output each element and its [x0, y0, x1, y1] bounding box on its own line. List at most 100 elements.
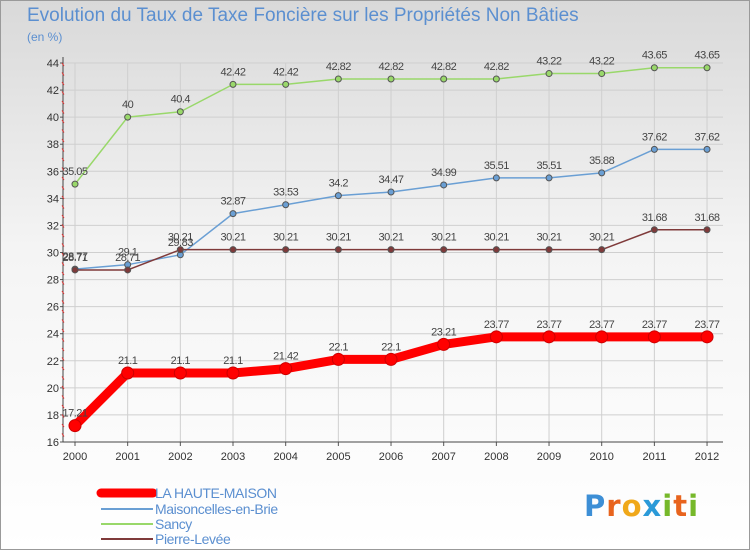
data-label: 23.21	[431, 326, 456, 338]
chart-title: Evolution du Taux de Taxe Foncière sur l…	[27, 5, 579, 26]
data-point	[124, 266, 132, 274]
legend-label: Maisoncelles-en-Brie	[155, 501, 278, 517]
y-axis-marker	[61, 395, 65, 399]
y-axis-marker	[61, 290, 65, 295]
data-label: 43.22	[537, 56, 562, 68]
data-point	[647, 330, 661, 344]
y-axis-marker	[61, 281, 65, 285]
x-tick-label: 2001	[115, 451, 139, 463]
data-label: 43.65	[642, 50, 667, 62]
x-tick-label: 2011	[643, 451, 667, 463]
x-tick-label: 2002	[168, 451, 192, 463]
data-point	[282, 80, 290, 88]
data-label: 42.42	[273, 66, 298, 78]
y-axis-marker	[61, 157, 65, 162]
data-point	[650, 226, 658, 234]
data-point	[282, 201, 290, 209]
y-tick-label: 18	[47, 410, 59, 422]
data-point	[598, 70, 606, 78]
data-point	[703, 64, 711, 72]
data-point	[700, 330, 714, 344]
data-label: 43.22	[589, 56, 614, 68]
data-label: 23.77	[695, 319, 720, 331]
y-axis-marker	[61, 138, 65, 143]
logo-letter: x	[642, 489, 663, 523]
data-point	[384, 352, 398, 366]
data-label: 30.21	[220, 232, 245, 244]
data-label: 28.77	[62, 251, 87, 263]
logo-letter: i	[688, 489, 700, 523]
y-tick-label: 32	[47, 220, 59, 232]
y-axis-marker	[61, 376, 65, 380]
data-label: 42.42	[220, 66, 245, 78]
y-tick-label: 40	[47, 112, 59, 124]
logo-letter: o	[621, 489, 643, 523]
y-tick-label: 24	[47, 329, 59, 341]
data-label: 30.21	[431, 232, 456, 244]
data-label: 42.82	[326, 61, 351, 73]
x-tick-label: 2006	[379, 451, 403, 463]
chart-subtitle: (en %)	[27, 30, 63, 44]
data-point	[279, 362, 293, 376]
data-label: 29.83	[168, 237, 193, 249]
y-axis-marker	[61, 366, 65, 371]
y-axis-marker	[61, 309, 65, 314]
data-point	[229, 246, 237, 254]
data-point	[545, 70, 553, 78]
x-tick-label: 2008	[484, 451, 508, 463]
data-point	[71, 180, 79, 188]
data-label: 21.42	[273, 351, 298, 363]
y-axis-marker	[61, 414, 65, 418]
y-tick-label: 44	[47, 58, 59, 70]
data-point	[334, 75, 342, 83]
data-label: 42.82	[484, 61, 509, 73]
y-axis-marker	[61, 319, 65, 323]
data-label: 30.21	[379, 232, 404, 244]
data-point	[703, 145, 711, 153]
y-tick-label: 30	[47, 248, 59, 260]
data-point	[440, 181, 448, 189]
x-tick-label: 2005	[326, 451, 350, 463]
data-label: 23.77	[537, 319, 562, 331]
x-tick-label: 2010	[589, 451, 613, 463]
y-axis-marker	[61, 100, 65, 105]
data-label: 35.51	[484, 160, 509, 172]
y-axis-marker	[61, 423, 65, 428]
y-axis-marker	[61, 129, 65, 133]
y-tick-label: 38	[47, 139, 59, 151]
y-tick-label: 20	[47, 383, 59, 395]
data-label: 28.71	[115, 252, 140, 264]
data-point	[492, 246, 500, 254]
data-label: 42.82	[379, 61, 404, 73]
data-label: 30.21	[484, 232, 509, 244]
data-point	[176, 246, 184, 254]
data-label: 32.87	[220, 196, 245, 208]
y-axis-marker	[61, 176, 65, 181]
y-tick-label: 26	[47, 302, 59, 314]
y-axis-marker	[61, 433, 65, 437]
data-label: 43.65	[695, 50, 720, 62]
data-label: 31.68	[642, 212, 667, 224]
y-tick-label: 34	[47, 193, 59, 205]
logo-letter: t	[673, 489, 689, 523]
data-point	[595, 330, 609, 344]
x-tick-label: 2000	[63, 451, 87, 463]
legend: LA HAUTE-MAISONMaisoncelles-en-BrieSancy…	[96, 485, 279, 547]
data-point	[387, 188, 395, 196]
data-point	[121, 366, 135, 380]
data-point	[71, 266, 79, 274]
y-axis-marker	[61, 72, 65, 76]
y-tick-label: 28	[47, 275, 59, 287]
data-label-layer: 17.21 21.1 21.1 21.1 21.42 22.1 22.1 23.21 23.77…	[62, 50, 720, 420]
data-label: 31.68	[695, 212, 720, 224]
y-axis-marker	[61, 195, 65, 200]
y-axis-marker	[61, 357, 65, 361]
data-point	[703, 226, 711, 234]
y-axis-marker	[61, 252, 65, 257]
y-axis-marker	[61, 167, 65, 171]
data-label: 34.99	[431, 167, 456, 179]
data-point	[650, 145, 658, 153]
data-label: 22.1	[381, 341, 401, 353]
data-point	[226, 366, 240, 380]
